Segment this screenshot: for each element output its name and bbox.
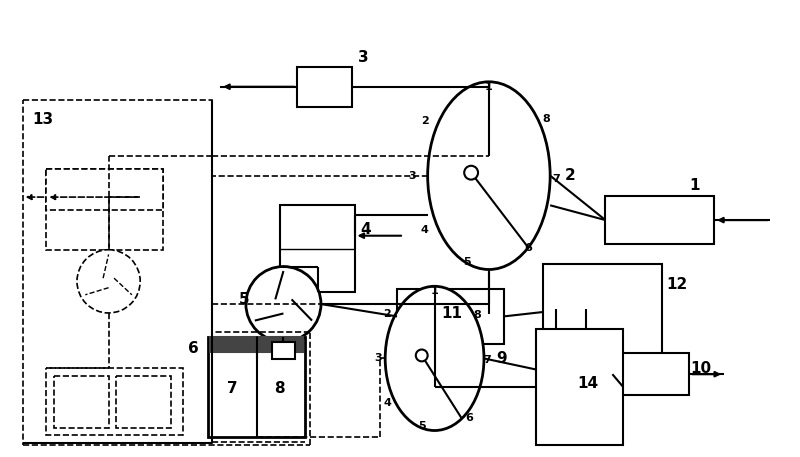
Bar [612, 353, 690, 395]
Text: 4: 4 [383, 398, 391, 408]
Text: 7: 7 [483, 356, 491, 366]
Bar [46, 169, 163, 210]
Text: 9: 9 [497, 351, 507, 366]
Text: 1: 1 [430, 286, 438, 296]
Bar [298, 67, 351, 106]
Text: 8: 8 [274, 381, 285, 396]
Bar [258, 337, 303, 352]
Bar [54, 376, 109, 428]
Text: 5: 5 [463, 256, 471, 266]
Text: 13: 13 [32, 112, 53, 127]
Text: 3: 3 [374, 353, 382, 363]
Bar [117, 376, 171, 428]
Text: 3: 3 [358, 50, 369, 64]
Text: 8: 8 [542, 114, 550, 124]
Bar [397, 289, 504, 344]
Text: 3: 3 [408, 170, 416, 181]
Text: 6: 6 [188, 341, 199, 356]
Circle shape [416, 350, 428, 361]
Text: 10: 10 [690, 361, 712, 376]
Bar [606, 197, 714, 244]
Bar [46, 169, 163, 250]
Circle shape [464, 166, 478, 180]
Text: 11: 11 [441, 307, 462, 321]
Circle shape [77, 250, 140, 313]
Text: 4: 4 [360, 223, 370, 238]
Text: 12: 12 [666, 277, 687, 292]
Text: 7: 7 [552, 174, 560, 184]
Text: 2: 2 [383, 309, 391, 319]
Text: 14: 14 [577, 376, 598, 391]
Ellipse shape [385, 286, 484, 430]
Text: 6: 6 [466, 413, 473, 423]
Text: 5: 5 [418, 420, 426, 430]
Bar [46, 368, 182, 436]
Bar [22, 100, 212, 443]
Text: 6: 6 [525, 243, 532, 253]
Text: 2: 2 [565, 168, 575, 183]
Bar [208, 337, 305, 437]
Text: 5: 5 [238, 292, 250, 307]
Circle shape [246, 266, 321, 342]
Text: 2: 2 [421, 117, 429, 126]
Bar [281, 205, 354, 292]
Text: 7: 7 [226, 381, 238, 396]
Text: 4: 4 [421, 225, 429, 235]
Text: 1: 1 [485, 82, 493, 92]
Bar [210, 337, 254, 352]
Bar [271, 342, 295, 359]
Text: 8: 8 [473, 310, 481, 320]
Ellipse shape [428, 82, 550, 270]
Bar [536, 329, 623, 445]
Bar [543, 264, 662, 361]
Text: 1: 1 [689, 178, 700, 193]
